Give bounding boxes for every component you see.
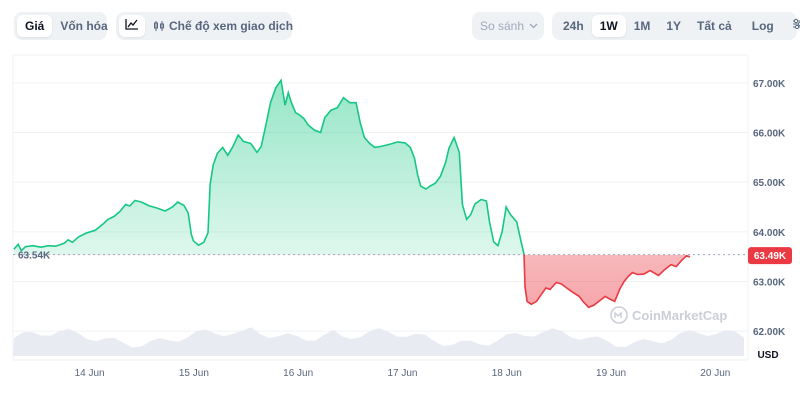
- y-tick-label: 62.00K: [753, 327, 786, 338]
- chart-toolbar: Giá Vốn hóa Chế độ xem giao dịch So sánh…: [0, 0, 800, 50]
- line-chart-icon: [125, 18, 139, 30]
- x-tick-label: 20 Jun: [700, 368, 730, 379]
- range-option-24h[interactable]: 24h: [563, 19, 584, 33]
- volume-area: [13, 327, 744, 356]
- y-tick-label: 67.00K: [753, 79, 786, 90]
- x-tick-label: 15 Jun: [179, 368, 209, 379]
- price-area-below: [14, 254, 690, 308]
- x-axis-labels: 14 Jun 15 Jun 16 Jun 17 Jun 18 Jun 19 Jun 20 J…: [75, 368, 731, 379]
- price-chart[interactable]: 67.00K 66.00K 65.00K 64.00K 63.00K 62.00K 14 …: [0, 50, 800, 405]
- metric-toggle: Giá Vốn hóa: [14, 12, 108, 40]
- watermark: CoinMarketCap: [610, 306, 727, 324]
- compare-dropdown[interactable]: So sánh: [472, 12, 544, 40]
- tab-price[interactable]: Giá: [17, 15, 53, 37]
- compare-select[interactable]: So sánh: [475, 15, 543, 37]
- range-option-tất-cả[interactable]: Tất cả: [697, 19, 732, 33]
- coinmarketcap-logo-icon: [610, 306, 628, 324]
- current-price-badge: 63.49K: [748, 247, 792, 265]
- trading-view-mode-label: Chế độ xem giao dịch: [169, 19, 294, 33]
- x-tick-label: 16 Jun: [283, 368, 313, 379]
- range-option-1w[interactable]: 1W: [591, 15, 626, 37]
- plot-frame: [12, 54, 749, 361]
- log-scale-toggle[interactable]: Log: [751, 19, 774, 33]
- compare-label: So sánh: [480, 19, 525, 33]
- y-tick-label: 64.00K: [753, 228, 786, 239]
- price-chart-svg: 67.00K 66.00K 65.00K 64.00K 63.00K 62.00K 14 …: [12, 54, 792, 379]
- chart-settings-button[interactable]: [786, 15, 800, 37]
- y-axis-labels: 67.00K 66.00K 65.00K 64.00K 63.00K 62.00K: [753, 79, 786, 338]
- current-price-badge-bg: [748, 247, 792, 265]
- y-tick-label: 66.00K: [753, 129, 786, 140]
- sliders-icon: [792, 18, 800, 30]
- range-option-1m[interactable]: 1M: [633, 19, 651, 33]
- watermark-text: CoinMarketCap: [632, 308, 727, 323]
- chevron-down-icon: [529, 23, 538, 29]
- x-tick-label: 14 Jun: [75, 368, 105, 379]
- range-option-1y[interactable]: 1Y: [666, 19, 682, 33]
- line-chart-button[interactable]: [119, 15, 145, 37]
- current-price-label: 63.49K: [754, 251, 787, 262]
- x-tick-label: 18 Jun: [492, 368, 522, 379]
- x-tick-label: 19 Jun: [596, 368, 626, 379]
- y-tick-label: 65.00K: [753, 178, 786, 189]
- range-options: 24h 1W 1M 1Y Tất cả: [555, 15, 740, 37]
- candlestick-icon: [153, 20, 165, 32]
- reference-price-label: 63.54K: [18, 251, 51, 262]
- x-tick-label: 17 Jun: [387, 368, 417, 379]
- price-line-above: [13, 78, 525, 255]
- y-tick-label: 63.00K: [753, 278, 786, 289]
- trading-view-mode-button[interactable]: Chế độ xem giao dịch: [145, 15, 301, 37]
- view-mode-group: Chế độ xem giao dịch: [116, 12, 293, 40]
- range-selector: 24h 1W 1M 1Y Tất cả Log: [552, 12, 800, 40]
- price-line-below: [523, 254, 691, 309]
- currency-unit-label: USD: [757, 350, 778, 361]
- tab-market-cap[interactable]: Vốn hóa: [60, 19, 108, 33]
- price-area-above: [14, 80, 525, 255]
